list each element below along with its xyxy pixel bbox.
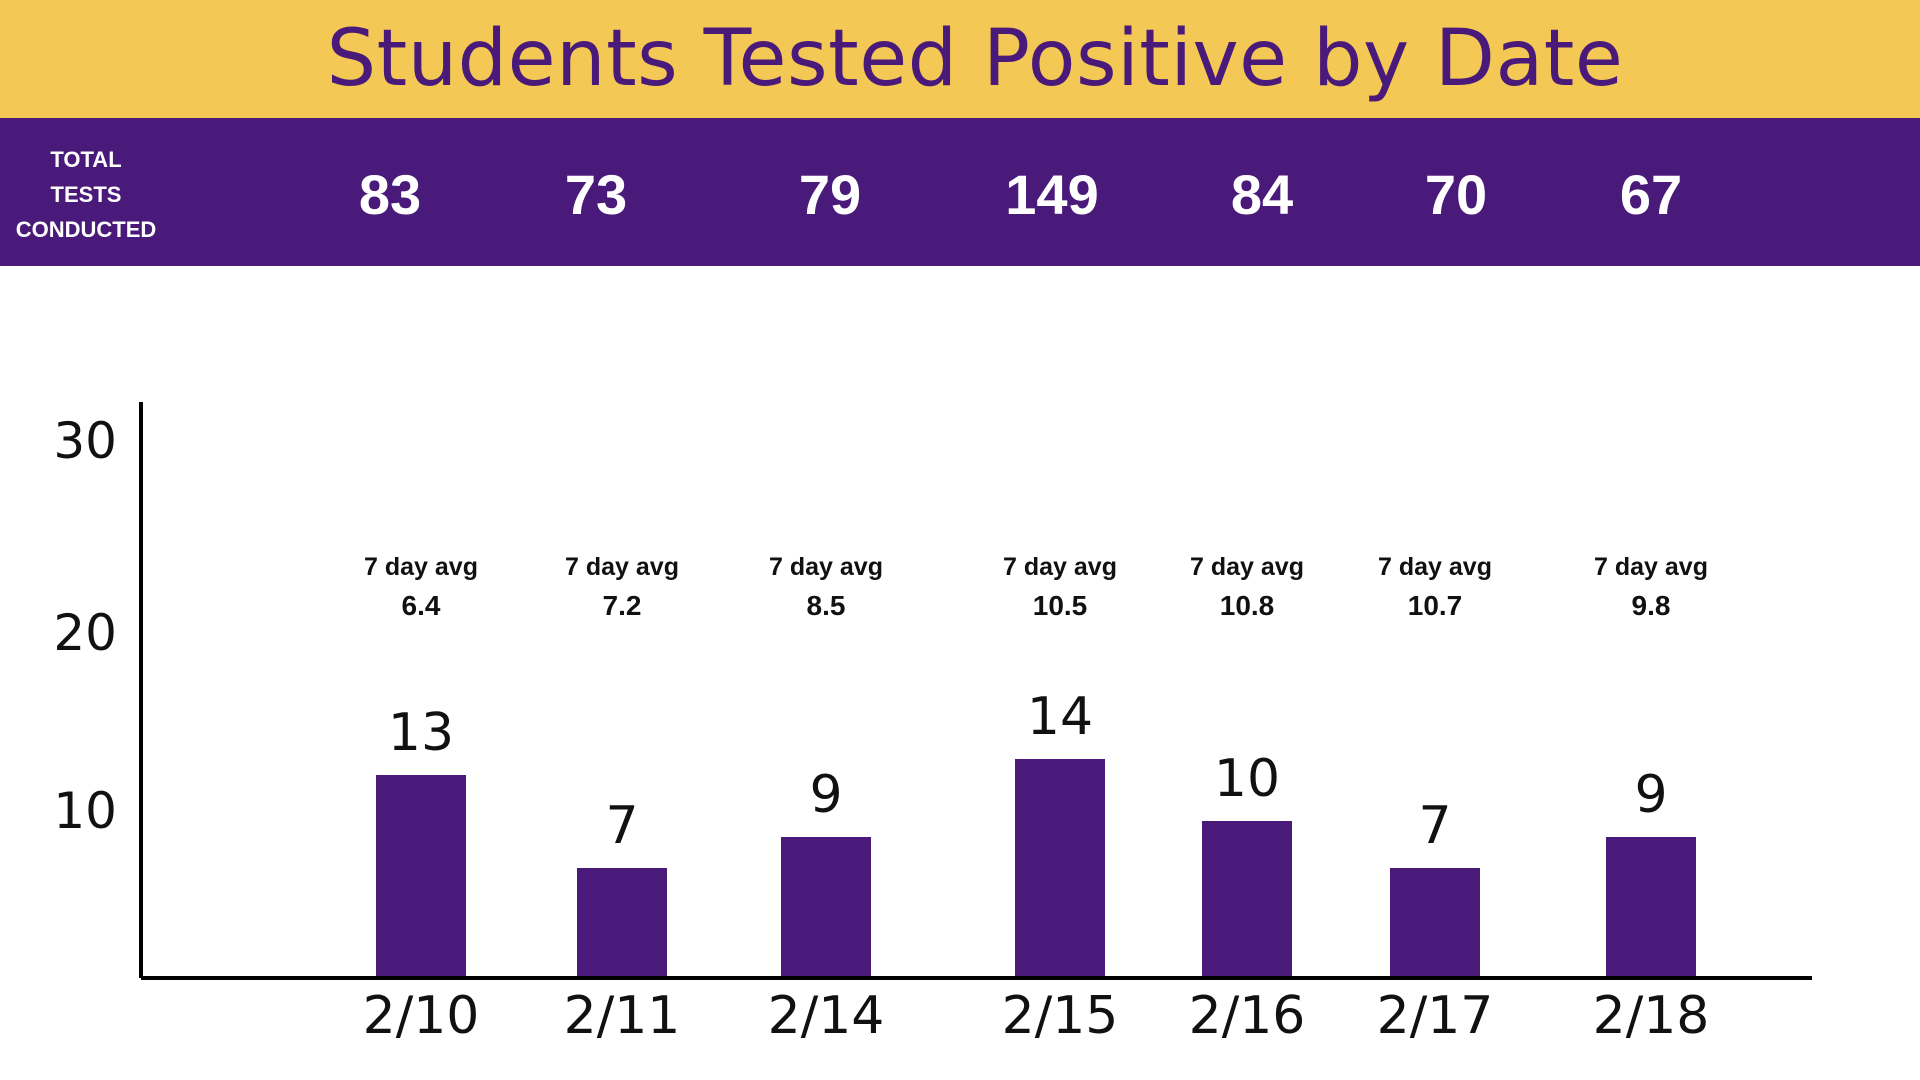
seven-day-avg: 7 day avg 10.5: [970, 548, 1150, 626]
seven-day-avg-value: 8.5: [806, 590, 846, 621]
total-tests-value: 73: [564, 163, 628, 226]
bar-value-label: 10: [1213, 749, 1281, 809]
seven-day-avg-label: 7 day avg: [364, 553, 478, 581]
x-axis: [141, 976, 1812, 980]
total-tests-label: TOTAL TESTS CONDUCTED: [0, 142, 172, 247]
seven-day-avg-label: 7 day avg: [1594, 553, 1708, 581]
seven-day-avg-label: 7 day avg: [1190, 553, 1304, 581]
total-tests-band: TOTAL TESTS CONDUCTED 83 73 79 149 84 70 67: [0, 118, 1920, 266]
seven-day-avg-value: 7.2: [602, 590, 642, 621]
x-tick-label: 2/17: [1376, 986, 1494, 1046]
bar: [781, 836, 871, 976]
chart-title: Students Tested Positive by Date: [326, 14, 1624, 104]
total-tests-value: 67: [1619, 163, 1683, 226]
y-axis: [139, 402, 143, 978]
total-tests-label-line: TESTS: [50, 182, 122, 207]
x-tick-label: 2/10: [362, 986, 480, 1046]
seven-day-avg-label: 7 day avg: [1003, 553, 1117, 581]
bar-value-label: 14: [1026, 687, 1094, 747]
seven-day-avg-value: 10.5: [1032, 590, 1088, 621]
x-tick-label: 2/16: [1188, 986, 1306, 1046]
total-tests-label-line: TOTAL: [50, 147, 122, 172]
bar-value-label: 9: [809, 764, 843, 825]
seven-day-avg-label: 7 day avg: [1378, 553, 1492, 581]
seven-day-avg: 7 day avg 7.2: [532, 548, 712, 626]
seven-day-avg: 7 day avg 9.8: [1561, 548, 1741, 626]
bar: [376, 774, 466, 976]
total-tests-value: 84: [1230, 163, 1294, 226]
seven-day-avg: 7 day avg 10.8: [1157, 548, 1337, 626]
seven-day-avg-value: 10.7: [1407, 590, 1463, 621]
title-banner: Students Tested Positive by Date: [0, 0, 1920, 118]
x-tick-label: 2/18: [1592, 986, 1710, 1046]
total-tests-value: 149: [1005, 163, 1099, 226]
x-tick-label: 2/14: [767, 986, 885, 1046]
total-tests-value: 83: [358, 163, 422, 226]
bar: [1606, 836, 1696, 976]
x-tick-label: 2/11: [563, 986, 681, 1046]
bar-value-label: 13: [387, 702, 455, 763]
total-tests-label-line: CONDUCTED: [15, 217, 157, 242]
bar: [1202, 821, 1292, 976]
seven-day-avg: 7 day avg 10.7: [1345, 548, 1525, 626]
bar: [1015, 759, 1105, 976]
bar-value-label: 7: [1418, 795, 1452, 856]
bar-value-label: 7: [605, 795, 639, 856]
bar: [577, 867, 667, 976]
seven-day-avg-label: 7 day avg: [565, 553, 679, 581]
seven-day-avg: 7 day avg 6.4: [331, 548, 511, 626]
seven-day-avg-value: 9.8: [1631, 590, 1671, 621]
seven-day-avg-value: 6.4: [401, 590, 441, 621]
seven-day-avg: 7 day avg 8.5: [736, 548, 916, 626]
y-tick-label: 10: [53, 782, 117, 840]
seven-day-avg-label: 7 day avg: [769, 553, 883, 581]
seven-day-avg-value: 10.8: [1219, 590, 1275, 621]
x-tick-label: 2/15: [1001, 986, 1119, 1046]
y-tick-label: 30: [53, 412, 117, 470]
total-tests-value: 79: [798, 163, 862, 226]
total-tests-value: 70: [1424, 163, 1488, 226]
bar: [1390, 867, 1480, 976]
bar-value-label: 9: [1634, 764, 1668, 825]
y-tick-label: 20: [53, 604, 117, 662]
